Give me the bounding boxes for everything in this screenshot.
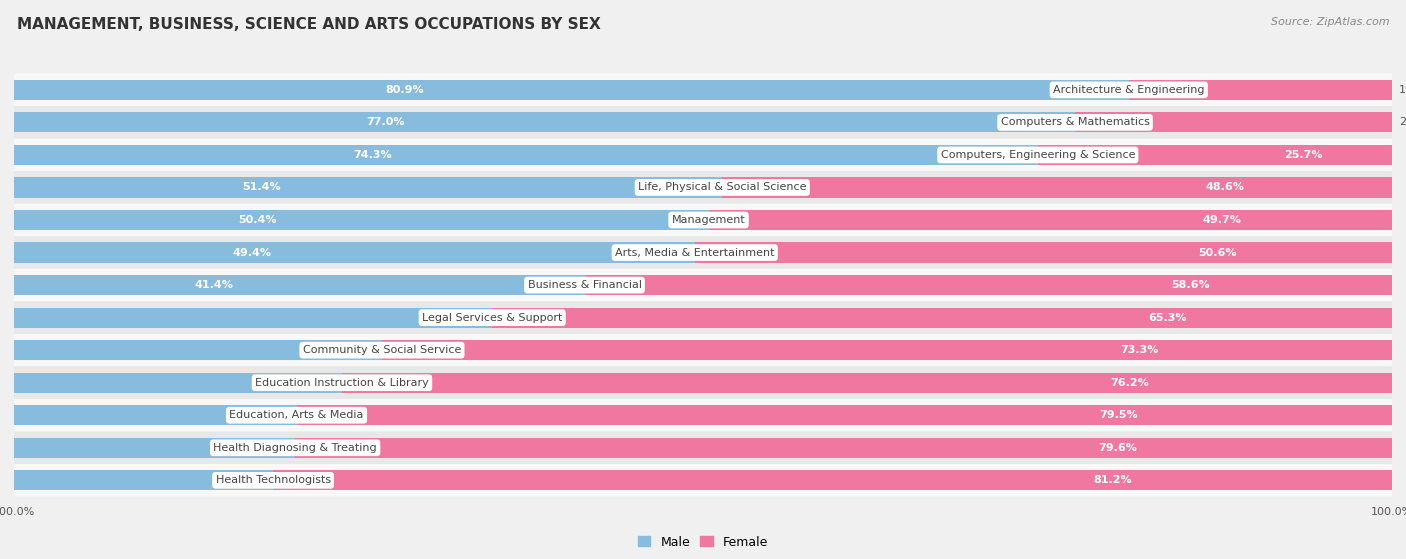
- Text: Management: Management: [672, 215, 745, 225]
- Text: MANAGEMENT, BUSINESS, SCIENCE AND ARTS OCCUPATIONS BY SEX: MANAGEMENT, BUSINESS, SCIENCE AND ARTS O…: [17, 17, 600, 32]
- Text: 79.5%: 79.5%: [1098, 410, 1137, 420]
- Bar: [14, 112, 1076, 132]
- Text: 49.4%: 49.4%: [233, 248, 271, 258]
- Text: 19.1%: 19.1%: [1399, 85, 1406, 95]
- Text: 58.6%: 58.6%: [1171, 280, 1209, 290]
- FancyBboxPatch shape: [14, 106, 1392, 139]
- FancyBboxPatch shape: [14, 269, 1392, 301]
- FancyBboxPatch shape: [14, 464, 1392, 496]
- Text: Architecture & Engineering: Architecture & Engineering: [1053, 85, 1205, 95]
- FancyBboxPatch shape: [14, 334, 1392, 367]
- FancyBboxPatch shape: [14, 203, 1392, 236]
- Text: 50.4%: 50.4%: [238, 215, 277, 225]
- Text: Health Diagnosing & Treating: Health Diagnosing & Treating: [214, 443, 377, 453]
- Text: 76.2%: 76.2%: [1111, 378, 1149, 388]
- Bar: [14, 243, 695, 263]
- Text: 81.2%: 81.2%: [1092, 475, 1132, 485]
- Text: Legal Services & Support: Legal Services & Support: [422, 312, 562, 323]
- Bar: [14, 340, 382, 360]
- Text: 79.6%: 79.6%: [1098, 443, 1137, 453]
- Bar: [723, 177, 1392, 197]
- Text: 23.8%: 23.8%: [292, 378, 328, 388]
- Bar: [14, 80, 1129, 100]
- Bar: [14, 373, 342, 393]
- Text: Community & Social Service: Community & Social Service: [302, 345, 461, 355]
- Bar: [14, 145, 1038, 165]
- Bar: [382, 340, 1392, 360]
- Text: Business & Financial: Business & Financial: [527, 280, 641, 290]
- Text: Life, Physical & Social Science: Life, Physical & Social Science: [638, 182, 807, 192]
- Text: 23.0%: 23.0%: [1399, 117, 1406, 127]
- Text: 25.7%: 25.7%: [1284, 150, 1323, 160]
- Bar: [14, 405, 297, 425]
- Text: Arts, Media & Entertainment: Arts, Media & Entertainment: [614, 248, 775, 258]
- FancyBboxPatch shape: [14, 74, 1392, 106]
- Text: 74.3%: 74.3%: [353, 150, 392, 160]
- Bar: [342, 373, 1392, 393]
- Bar: [14, 470, 273, 490]
- Text: 49.7%: 49.7%: [1202, 215, 1241, 225]
- FancyBboxPatch shape: [14, 236, 1392, 269]
- FancyBboxPatch shape: [14, 171, 1392, 203]
- Text: 18.8%: 18.8%: [224, 475, 259, 485]
- Text: 20.5%: 20.5%: [247, 410, 283, 420]
- Text: Education Instruction & Library: Education Instruction & Library: [254, 378, 429, 388]
- Bar: [297, 405, 1392, 425]
- Bar: [585, 275, 1392, 295]
- Bar: [14, 177, 723, 197]
- Bar: [1129, 80, 1392, 100]
- Text: 26.7%: 26.7%: [333, 345, 368, 355]
- FancyBboxPatch shape: [14, 301, 1392, 334]
- Bar: [14, 438, 295, 458]
- Bar: [709, 210, 1393, 230]
- FancyBboxPatch shape: [14, 399, 1392, 432]
- Text: Computers & Mathematics: Computers & Mathematics: [1001, 117, 1150, 127]
- Text: 48.6%: 48.6%: [1205, 182, 1244, 192]
- FancyBboxPatch shape: [14, 367, 1392, 399]
- Text: 20.4%: 20.4%: [246, 443, 281, 453]
- Legend: Male, Female: Male, Female: [633, 530, 773, 553]
- Text: 51.4%: 51.4%: [243, 182, 281, 192]
- Text: Computers, Engineering & Science: Computers, Engineering & Science: [941, 150, 1135, 160]
- Bar: [273, 470, 1392, 490]
- Bar: [295, 438, 1392, 458]
- Bar: [14, 210, 709, 230]
- Text: Source: ZipAtlas.com: Source: ZipAtlas.com: [1271, 17, 1389, 27]
- Bar: [1076, 112, 1392, 132]
- Bar: [1038, 145, 1392, 165]
- Bar: [14, 307, 492, 328]
- Bar: [14, 275, 585, 295]
- Text: 50.6%: 50.6%: [1198, 248, 1237, 258]
- Bar: [695, 243, 1392, 263]
- Text: 77.0%: 77.0%: [366, 117, 405, 127]
- Text: 41.4%: 41.4%: [194, 280, 233, 290]
- FancyBboxPatch shape: [14, 432, 1392, 464]
- FancyBboxPatch shape: [14, 139, 1392, 171]
- Text: 34.7%: 34.7%: [443, 312, 478, 323]
- Text: 80.9%: 80.9%: [385, 85, 423, 95]
- Text: 73.3%: 73.3%: [1121, 345, 1159, 355]
- Text: Education, Arts & Media: Education, Arts & Media: [229, 410, 364, 420]
- Text: Health Technologists: Health Technologists: [215, 475, 330, 485]
- Bar: [492, 307, 1392, 328]
- Text: 65.3%: 65.3%: [1147, 312, 1187, 323]
